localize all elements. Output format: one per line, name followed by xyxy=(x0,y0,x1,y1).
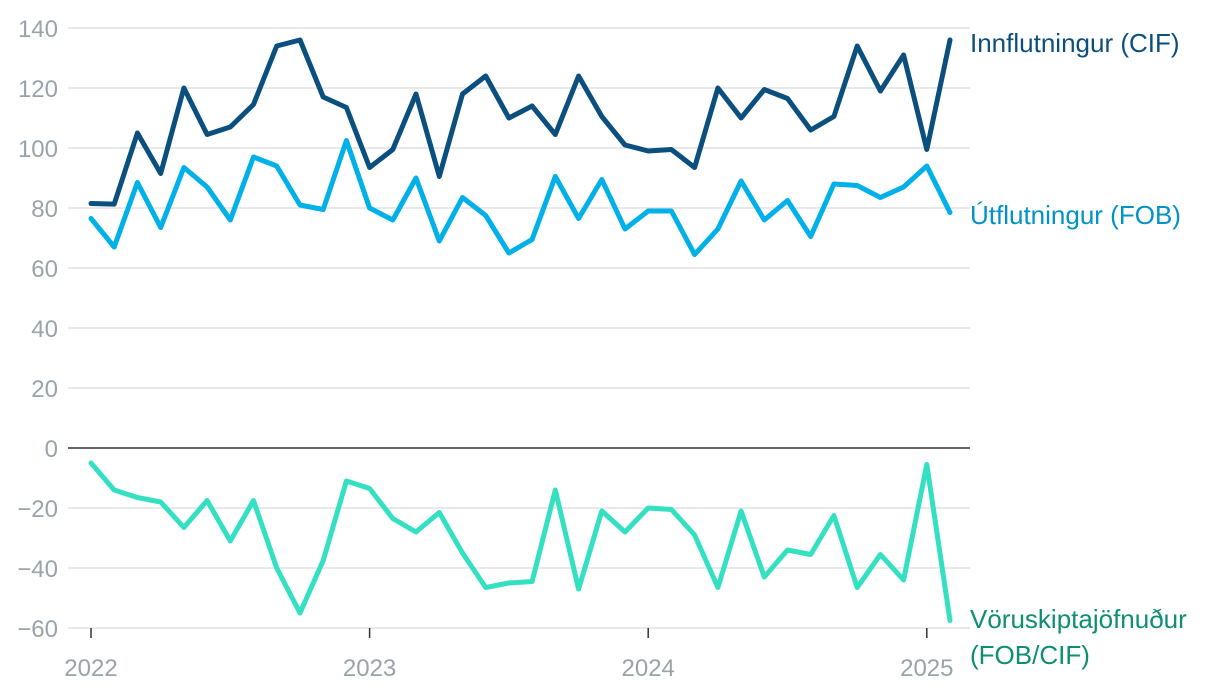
y-tick-label: 120 xyxy=(18,76,58,103)
y-tick-label: 80 xyxy=(31,196,58,223)
series-line-imports xyxy=(88,37,953,207)
series-label-balance-line1: Vöruskiptajöfnuður xyxy=(970,604,1187,634)
series-line-balance xyxy=(88,460,953,623)
x-tick-label: 2025 xyxy=(900,655,953,682)
x-tick-label: 2024 xyxy=(622,655,675,682)
y-tick-label: 60 xyxy=(31,256,58,283)
x-tick-label: 2022 xyxy=(64,655,117,682)
y-tick-label: 140 xyxy=(18,16,58,43)
grid-lines xyxy=(68,27,970,629)
y-tick-label: 0 xyxy=(45,436,58,463)
series-label-imports: Innflutningur (CIF) xyxy=(970,28,1180,58)
series-line-exports xyxy=(88,138,953,257)
x-tick-label: 2023 xyxy=(343,655,396,682)
y-tick-label: −40 xyxy=(17,556,58,583)
x-axis-ticks: 2022 2023 2024 2025 xyxy=(64,628,953,682)
y-axis-ticks: 140 120 100 80 60 40 20 0 −20 −40 −60 xyxy=(17,16,58,643)
y-tick-label: −20 xyxy=(17,496,58,523)
y-tick-label: −60 xyxy=(17,616,58,643)
series-label-exports: Útflutningur (FOB) xyxy=(970,200,1181,230)
y-tick-label: 20 xyxy=(31,376,58,403)
series-label-balance-line2: (FOB/CIF) xyxy=(970,640,1090,670)
y-tick-label: 100 xyxy=(18,136,58,163)
y-tick-label: 40 xyxy=(31,316,58,343)
series-lines xyxy=(88,37,953,623)
